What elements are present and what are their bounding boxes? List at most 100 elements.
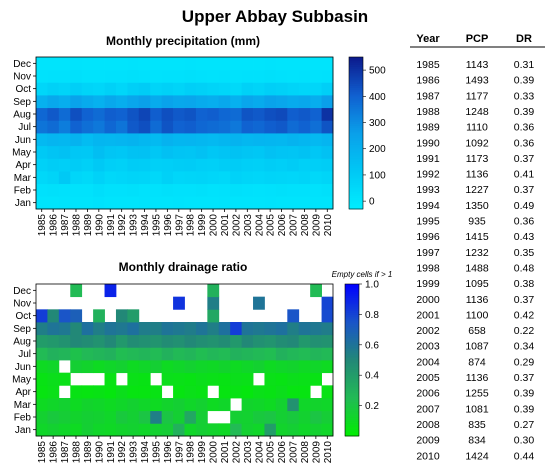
table-cell: 0.30: [514, 435, 535, 447]
colorbar-segment: [345, 310, 359, 313]
heatmap-cell: [104, 107, 117, 121]
heatmap-cell: [275, 347, 288, 361]
table-cell: 1493: [465, 75, 489, 87]
heatmap-cell: [36, 385, 48, 399]
heatmap-cell: [298, 372, 311, 386]
heatmap-cell: [161, 334, 174, 348]
heatmap-cell: [150, 347, 163, 361]
colorbar-segment: [349, 62, 363, 65]
y-tick-label: Jun: [15, 362, 31, 373]
heatmap-cell: [253, 69, 265, 83]
heatmap-cell: [195, 183, 208, 197]
heatmap-cell: [138, 360, 151, 374]
heatmap-cell: [150, 145, 163, 159]
heatmap-cell: [47, 158, 60, 172]
heatmap-cell: [218, 158, 231, 172]
colorbar-segment: [349, 180, 363, 183]
heatmap-cell: [115, 171, 128, 185]
heatmap-cell: [81, 410, 94, 424]
heatmap-cell: [321, 158, 334, 172]
heatmap-cell: [81, 95, 94, 109]
heatmap-cell: [241, 347, 254, 361]
heatmap-cell: [161, 171, 174, 185]
heatmap-cell: [127, 322, 140, 336]
heatmap-cell: [70, 158, 83, 172]
heatmap-cell: [70, 145, 83, 159]
colorbar-segment: [349, 72, 363, 75]
heatmap-cell: [47, 385, 60, 399]
heatmap-cell: [173, 183, 185, 197]
colorbar-segment: [345, 306, 359, 310]
heatmap-cell: [195, 69, 208, 83]
heatmap-cell: [184, 385, 197, 399]
colorbar-segment: [345, 285, 359, 289]
heatmap-cell: [207, 347, 220, 361]
heatmap-cell: [115, 347, 128, 361]
colorbar-segment: [345, 303, 359, 306]
x-tick-label: 1999: [197, 214, 208, 237]
heatmap-cell: [138, 158, 151, 172]
heatmap-cell: [58, 372, 71, 386]
colorbar-segment: [349, 100, 363, 103]
heatmap-cell: [253, 57, 265, 71]
heatmap-cell: [195, 196, 208, 210]
heatmap-cell: [81, 360, 94, 374]
heatmap-cell: [150, 322, 163, 336]
table-cell: 835: [468, 419, 486, 431]
heatmap-cell: [138, 145, 151, 159]
colorbar-segment: [345, 348, 359, 351]
colorbar-segment: [345, 380, 359, 384]
heatmap-cell: [321, 360, 334, 374]
heatmap-cell: [104, 158, 117, 172]
summary-table: Year PCP DR 1985 1143 0.31 1986 1493 0.39 1987 117…: [410, 33, 545, 462]
heatmap-cell: [287, 82, 300, 96]
heatmap-cell: [241, 410, 254, 424]
table-cell: 1997: [416, 247, 440, 259]
heatmap-cell: [93, 171, 105, 185]
heatmap-cell: [321, 423, 334, 437]
heatmap-cell: [70, 69, 83, 83]
heatmap-cell: [138, 398, 151, 412]
table-cell: 1227: [465, 184, 489, 196]
heatmap-cell: [287, 360, 300, 374]
heatmap-cell: [138, 120, 151, 134]
y-tick-label: Mar: [14, 400, 32, 411]
heatmap-cell: [275, 398, 288, 412]
table-cell: 0.36: [514, 137, 535, 149]
table-cell: 2000: [416, 294, 440, 306]
heatmap-cell: [195, 57, 208, 71]
heatmap-cell: [241, 82, 254, 96]
colorbar-segment: [349, 174, 363, 178]
table-cell: 0.38: [514, 278, 535, 290]
heatmap-cell: [150, 183, 163, 197]
heatmap-cell: [310, 145, 322, 159]
colorbar-segment: [349, 102, 363, 105]
colorbar-segment: [349, 190, 363, 193]
heatmap-cell: [264, 69, 277, 83]
heatmap-cell: [253, 196, 265, 210]
table-cell: 1989: [416, 122, 440, 134]
table-cell: 0.39: [514, 106, 535, 118]
heatmap-cell: [321, 69, 334, 83]
heatmap-cell: [253, 334, 265, 348]
heatmap-cell: [173, 423, 185, 437]
heatmap-cell: [184, 322, 197, 336]
heatmap-cell: [287, 410, 300, 424]
colorbar-segment: [345, 367, 359, 370]
heatmap-cell: [230, 107, 243, 121]
heatmap-cell: [58, 334, 71, 348]
heatmap-cell: [58, 145, 71, 159]
colorbar-segment: [345, 415, 359, 418]
heatmap-cell: [184, 423, 197, 437]
heatmap-cell: [287, 171, 300, 185]
colorbar-segment: [349, 106, 363, 109]
heatmap-cell: [298, 423, 311, 437]
heatmap-cell: [310, 82, 322, 96]
colorbar-segment: [349, 169, 363, 172]
colorbar-segment: [345, 342, 359, 346]
colorbar-segment: [345, 322, 359, 325]
heatmap-cell: [104, 69, 117, 83]
heatmap-cell: [47, 183, 60, 197]
heatmap-cell: [47, 133, 60, 147]
heatmap-cell: [287, 57, 300, 71]
